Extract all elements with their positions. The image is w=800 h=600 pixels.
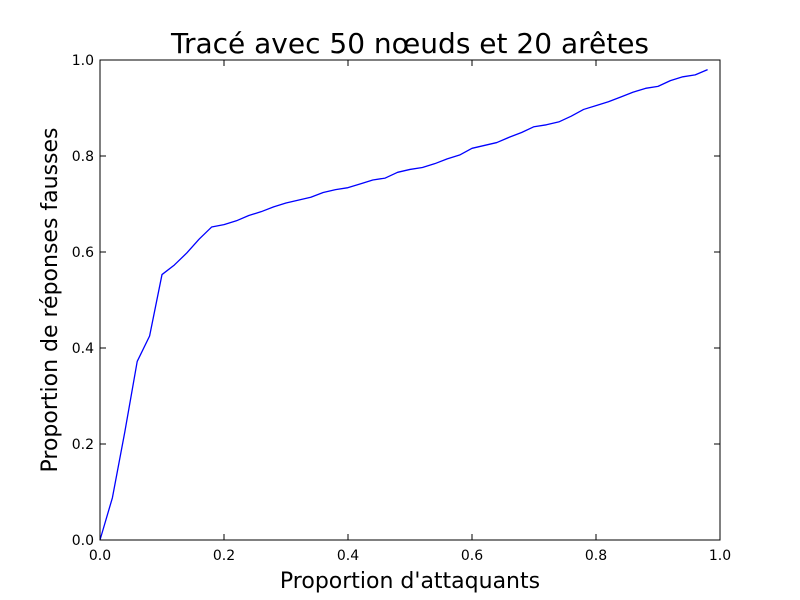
x-axis-title: Proportion d'attaquants [280, 569, 540, 594]
y-tick-label: 0.2 [72, 437, 94, 453]
y-tick-label: 0.0 [72, 533, 94, 549]
x-tick-label: 0.4 [337, 548, 359, 564]
axis-ticks: 0.0 0.2 0.4 0.6 0.8 1.0 0.0 0.2 0.4 0.6 0.8 1.0 [72, 53, 731, 564]
y-axis-title: Proportion de réponses fausses [38, 127, 63, 472]
x-tick-label: 1.0 [709, 548, 731, 564]
x-tick-label: 0.6 [461, 548, 483, 564]
chart-title: Tracé avec 50 nœuds et 20 arêtes [170, 27, 649, 60]
y-tick-label: 0.8 [72, 149, 94, 165]
x-tick-label: 0.0 [89, 548, 111, 564]
x-tick-label: 0.2 [213, 548, 235, 564]
y-tick-label: 1.0 [72, 53, 94, 69]
x-tick-label: 0.8 [585, 548, 607, 564]
y-tick-label: 0.4 [72, 341, 94, 357]
y-tick-label: 0.6 [72, 245, 94, 261]
axes-frame [99, 59, 721, 541]
plot-area [99, 69, 708, 541]
series-line [99, 69, 708, 541]
